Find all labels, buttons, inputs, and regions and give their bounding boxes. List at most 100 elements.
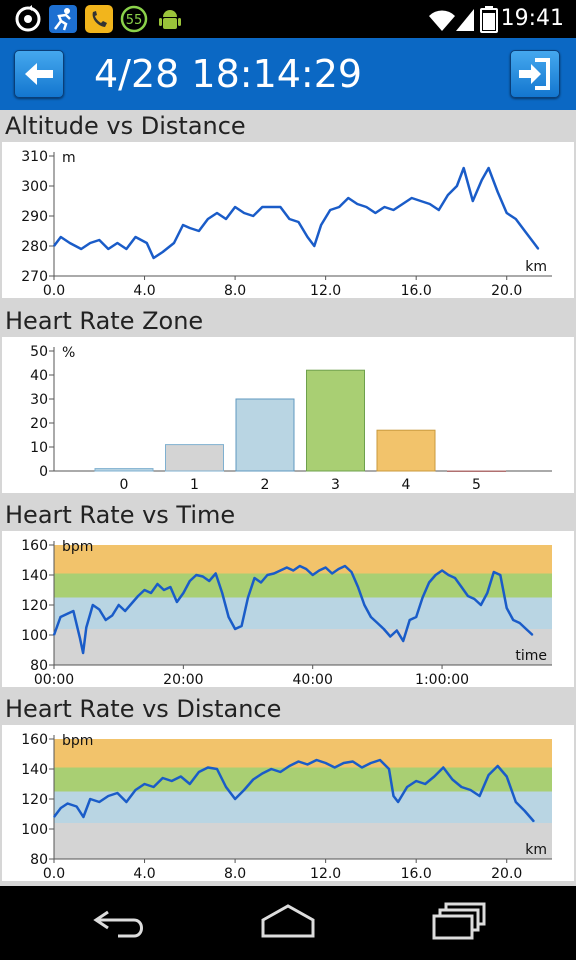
data-point	[325, 566, 327, 569]
x-axis-label: km	[525, 842, 547, 858]
data-point	[207, 218, 209, 220]
data-point	[82, 816, 85, 818]
data-point	[411, 197, 413, 199]
x-tick-label: 4.0	[133, 283, 155, 298]
zone-band	[54, 767, 552, 792]
data-point	[396, 629, 398, 632]
data-point	[343, 762, 345, 764]
hr-time-section-header: Heart Rate vs Time	[0, 499, 576, 531]
data-point	[456, 185, 458, 187]
data-point	[352, 760, 354, 763]
data-point	[156, 583, 159, 585]
data-point	[480, 604, 482, 606]
x-tick-label: 4	[402, 477, 411, 493]
hr-distance-chart: 80 100 120 140 160 0.0 4.0 8.0 12.0 16.0 20.0 bpm km	[2, 725, 574, 881]
y-tick-label: 30	[30, 392, 48, 408]
data-point	[107, 248, 109, 250]
data-point	[189, 227, 191, 229]
x-axis-label: time	[515, 648, 547, 664]
wifi-icon	[429, 10, 455, 31]
data-point	[460, 786, 463, 788]
data-point	[243, 789, 245, 791]
bar	[165, 444, 224, 472]
bar	[235, 398, 295, 472]
data-point	[176, 601, 178, 603]
y-tick-label: 10	[30, 440, 48, 456]
data-point	[195, 574, 197, 576]
data-point	[469, 789, 472, 791]
data-point	[409, 619, 411, 621]
zone-band	[54, 573, 552, 598]
data-point	[189, 783, 191, 785]
title-bar: 4/28 18:14:29	[0, 38, 576, 110]
nav-home-icon[interactable]	[258, 898, 318, 948]
data-point	[182, 592, 184, 594]
data-point	[370, 616, 372, 618]
data-point	[208, 580, 210, 582]
data-point	[216, 212, 218, 214]
data-point	[225, 218, 227, 220]
data-point	[92, 604, 94, 606]
x-tick-label: 0.0	[43, 866, 65, 881]
export-button[interactable]	[510, 50, 560, 98]
y-tick-label: 50	[30, 344, 48, 360]
data-point	[60, 807, 62, 809]
signal-icon	[456, 9, 474, 31]
data-point	[252, 778, 254, 781]
sync-icon	[15, 5, 41, 32]
back-button[interactable]	[14, 50, 64, 98]
data-point	[331, 572, 333, 575]
data-point	[80, 248, 82, 250]
y-axis-label: %	[62, 345, 75, 361]
hr-distance-section-header: Heart Rate vs Distance	[0, 693, 576, 725]
export-icon	[519, 58, 550, 90]
data-point	[344, 565, 346, 567]
data-point	[402, 203, 404, 205]
data-point	[392, 795, 395, 797]
data-point	[478, 795, 481, 797]
data-point	[329, 209, 331, 211]
data-point	[299, 565, 301, 567]
y-tick-label: 120	[21, 792, 48, 808]
data-point	[89, 242, 91, 244]
back-arrow-icon	[25, 63, 53, 85]
zone-band	[54, 597, 552, 629]
x-tick-label: 20:00	[163, 672, 203, 687]
data-point	[207, 766, 209, 769]
x-tick-label: 0.0	[43, 283, 65, 298]
chart-svg: 80 100 120 140 160 00:00 20:00 40:00 1:00:00 bpm t…	[21, 538, 552, 687]
x-tick-label: 2	[261, 477, 270, 493]
nav-back-icon[interactable]	[90, 898, 150, 948]
data-point	[533, 820, 535, 823]
data-point	[125, 801, 128, 803]
x-tick-label: 3	[331, 477, 340, 493]
data-point	[519, 622, 521, 624]
x-tick-label: 5	[472, 477, 481, 493]
data-point	[60, 236, 62, 238]
x-tick-label: 1:00:00	[415, 672, 469, 687]
data-point	[537, 248, 540, 250]
data-point	[180, 775, 182, 778]
nav-recents-icon[interactable]	[428, 898, 488, 948]
data-point	[162, 251, 164, 253]
data-point	[189, 580, 191, 582]
x-tick-label: 8.0	[224, 283, 246, 298]
navigation-bar	[0, 886, 576, 960]
hr-distance-section-title: Heart Rate vs Distance	[5, 695, 282, 723]
x-tick-label: 4.0	[133, 866, 155, 881]
data-point	[124, 610, 126, 612]
data-point	[441, 569, 443, 572]
data-point	[171, 780, 173, 782]
hr-zone-chart: 0 10 20 30 40 50% 0 1 2 3 4 5	[2, 337, 574, 493]
data-point	[243, 212, 245, 214]
data-point	[406, 786, 408, 788]
data-point	[143, 783, 146, 785]
x-tick-label: 16.0	[401, 283, 432, 298]
data-point	[89, 798, 91, 800]
data-point	[338, 206, 340, 208]
data-point	[306, 236, 309, 238]
data-point	[438, 209, 440, 211]
data-point	[365, 206, 367, 208]
data-point	[137, 595, 139, 597]
data-point	[486, 592, 488, 594]
